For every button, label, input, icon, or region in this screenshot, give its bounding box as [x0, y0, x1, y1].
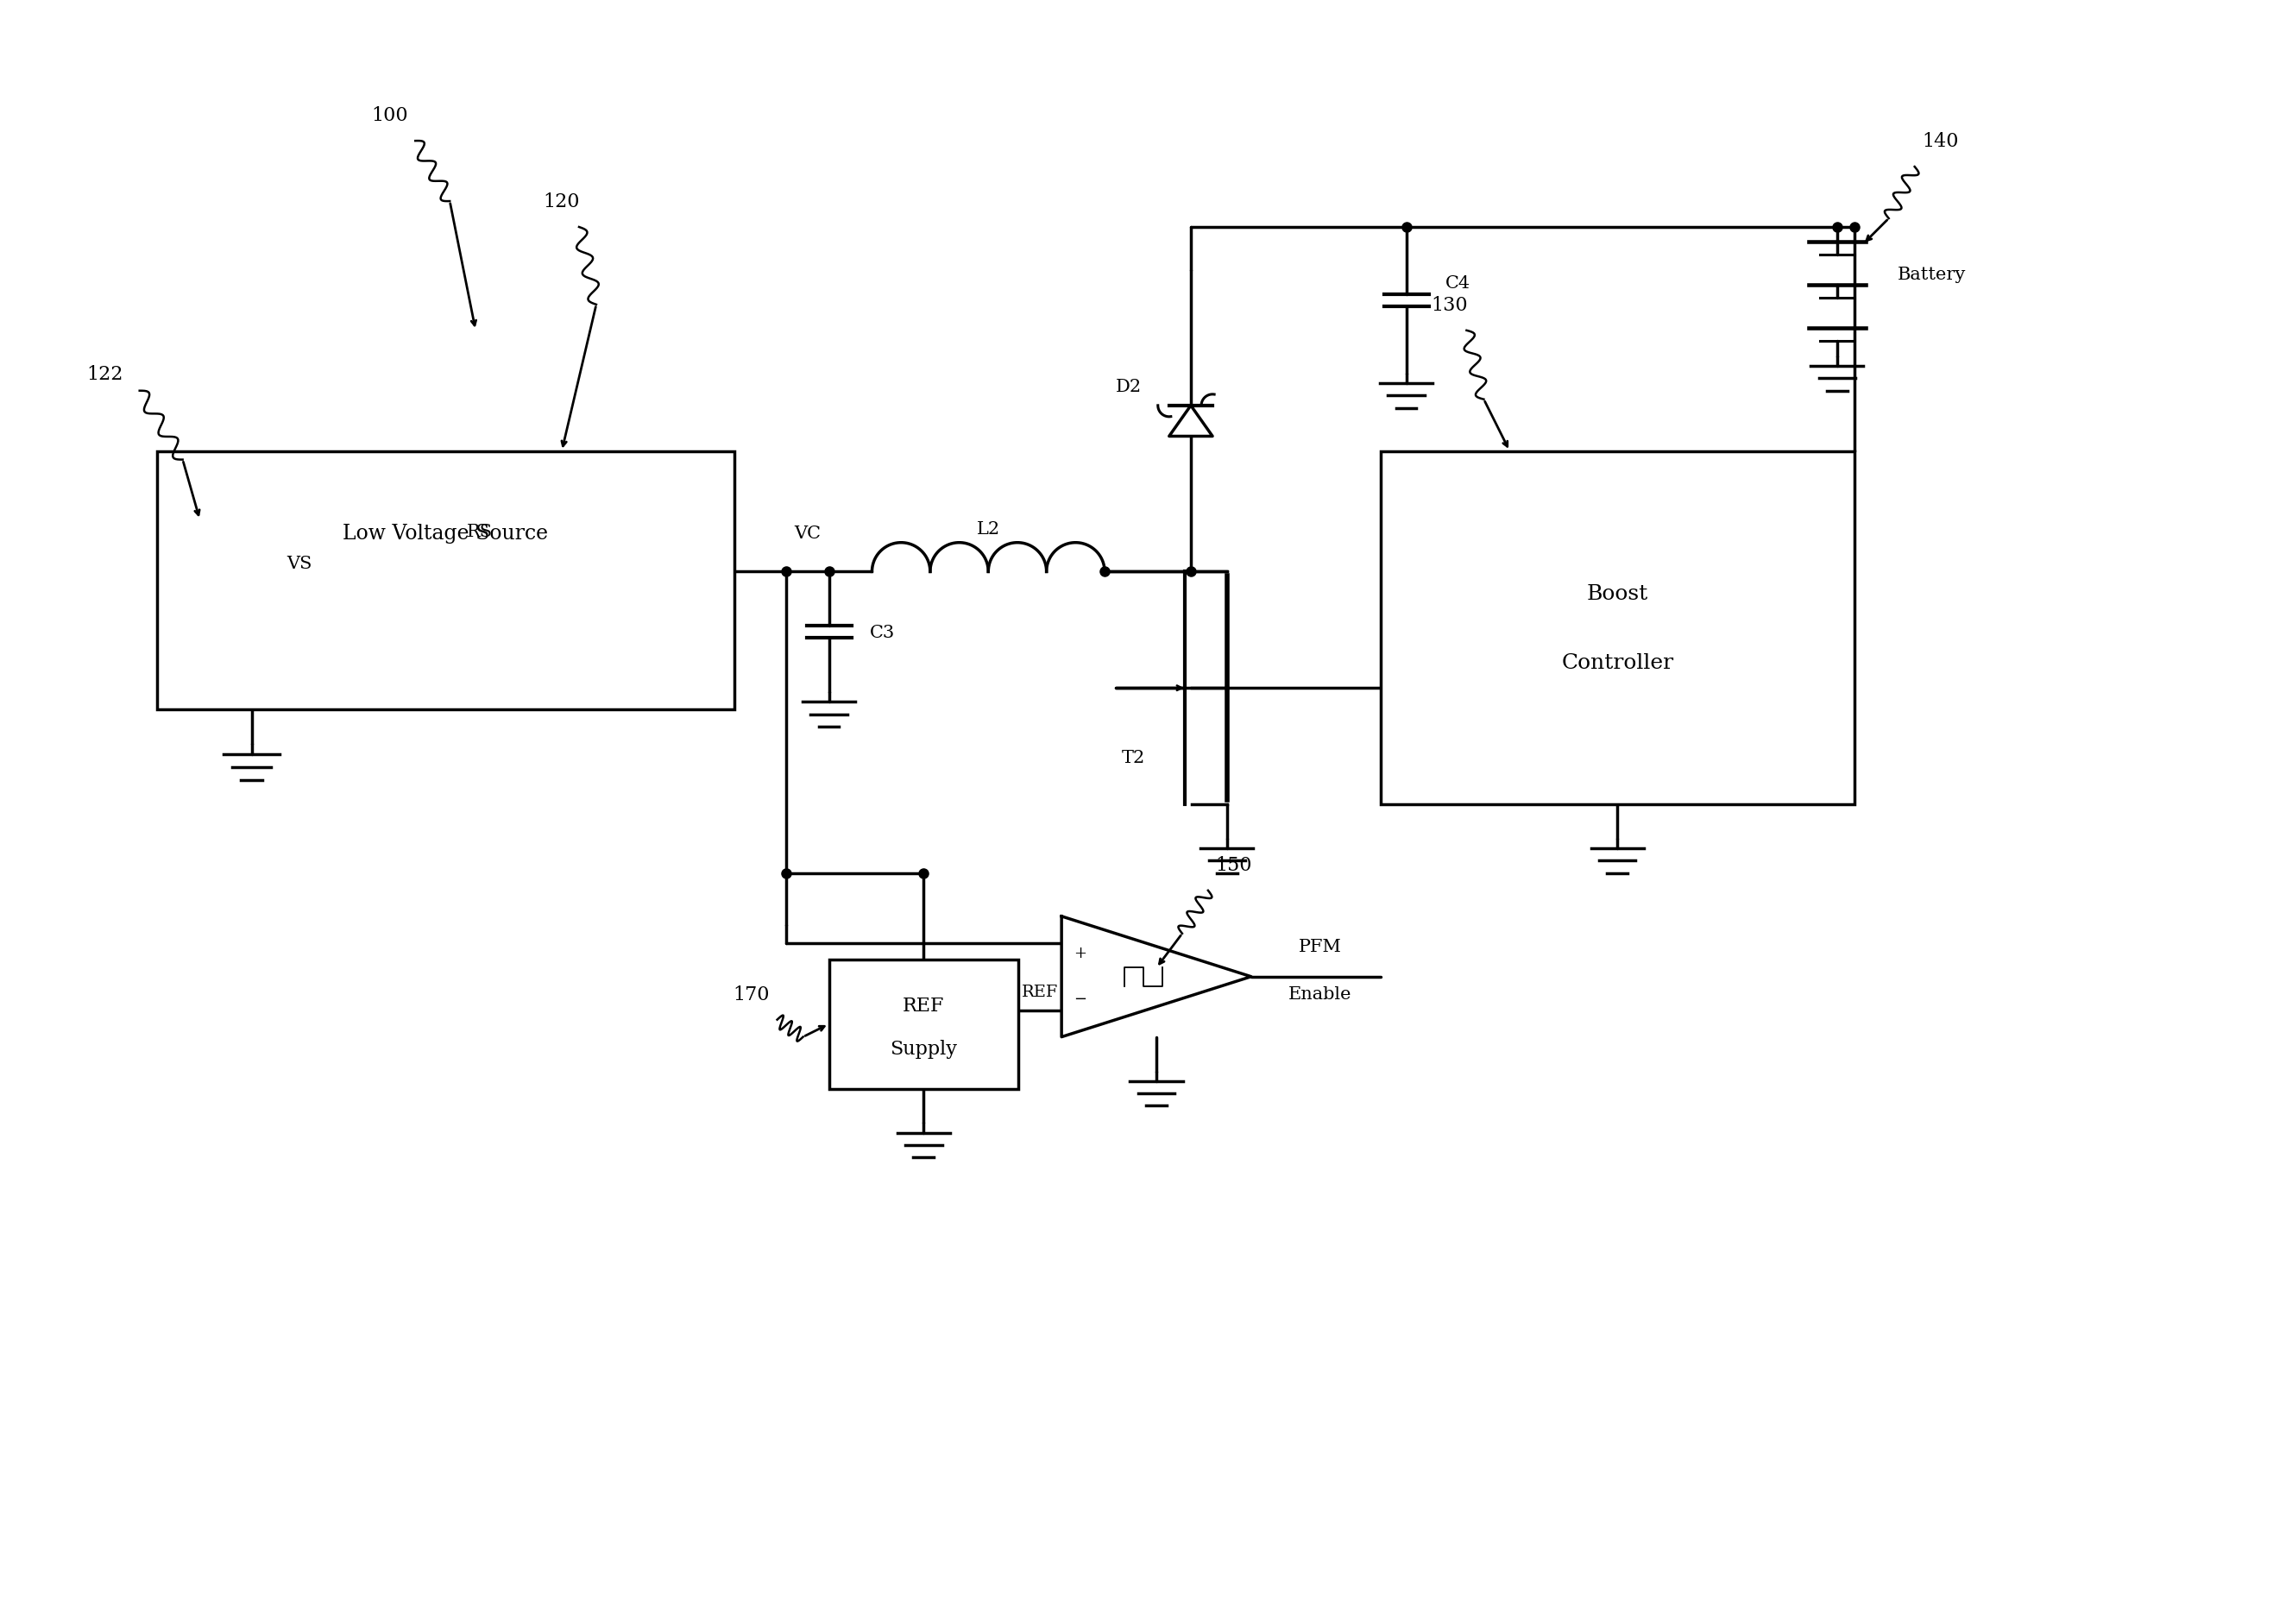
Text: 100: 100 [371, 106, 408, 125]
Text: 170: 170 [733, 984, 770, 1004]
Text: 120: 120 [543, 192, 580, 211]
Text: 130: 130 [1430, 296, 1467, 315]
Text: +: + [1075, 945, 1086, 960]
Text: REF: REF [903, 996, 944, 1015]
Text: RS: RS [468, 523, 493, 539]
Text: C3: C3 [869, 624, 894, 640]
Text: 150: 150 [1215, 856, 1251, 874]
Text: Low Voltage Source: Low Voltage Source [344, 523, 548, 544]
Polygon shape [1169, 406, 1212, 437]
Text: C4: C4 [1446, 276, 1471, 292]
Text: L2: L2 [976, 521, 999, 538]
Polygon shape [1061, 916, 1251, 1038]
Bar [1380, 451, 1854, 804]
Text: Enable: Enable [1288, 986, 1352, 1002]
Text: D2: D2 [1116, 378, 1141, 395]
Text: 140: 140 [1923, 132, 1960, 151]
Text: 122: 122 [87, 365, 124, 383]
Text: Battery: Battery [1898, 266, 1967, 283]
Text: REF: REF [1022, 984, 1059, 999]
Text: Supply: Supply [889, 1039, 958, 1057]
Text: VS: VS [286, 555, 312, 572]
Text: Boost: Boost [1586, 583, 1648, 604]
Text: PFM: PFM [1300, 939, 1341, 955]
Bar [156, 451, 733, 710]
Bar [830, 960, 1018, 1088]
Text: T2: T2 [1121, 749, 1144, 765]
Text: Controller: Controller [1561, 653, 1673, 672]
Text: VC: VC [793, 525, 821, 541]
Text: −: − [1075, 991, 1086, 1007]
